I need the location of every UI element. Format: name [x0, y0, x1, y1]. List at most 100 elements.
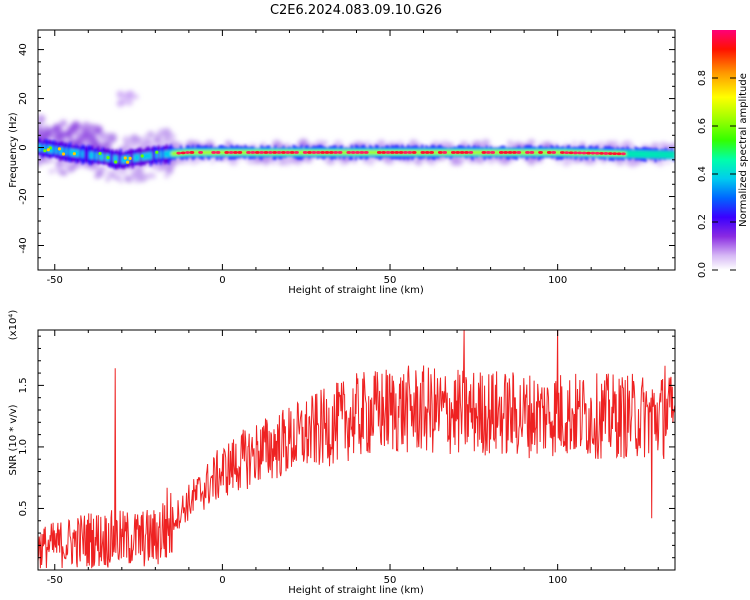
spectrogram-peak — [263, 151, 269, 154]
spectrogram-core-strip — [656, 150, 659, 159]
snr-xlabel: Height of straight line (km) — [288, 585, 424, 596]
spectrogram-peak — [224, 151, 230, 154]
spectrogram-noise-dot — [79, 125, 85, 131]
spectrogram-core-strip — [638, 150, 641, 158]
spectrogram-core-strip — [662, 150, 665, 159]
spectrogram-inner-strip — [533, 150, 536, 155]
spectrogram-core-strip — [133, 154, 136, 162]
spectrogram-halo-dot — [330, 158, 336, 164]
spectrogram-peak — [272, 151, 278, 154]
spectrogram-inner-strip — [416, 150, 419, 155]
spectrogram-band-strip — [109, 150, 112, 168]
spectrogram-band-strip — [41, 141, 44, 159]
spectrogram-core-strip — [646, 150, 649, 158]
spectrogram-bright-dot — [43, 149, 47, 153]
spectrogram-band-strip — [57, 142, 60, 159]
spectrogram-core-strip — [77, 150, 80, 157]
spectrogram-inner-strip — [342, 150, 345, 155]
spectrogram-xtick-label: 100 — [548, 275, 567, 286]
spectrogram-core-strip — [147, 152, 150, 160]
spectrogram-side-blob — [129, 93, 135, 100]
spectrogram-core-strip — [159, 151, 162, 158]
spectrogram-peak — [294, 151, 299, 154]
spectrogram-inner-strip — [474, 150, 478, 155]
spectrogram-peak — [381, 151, 387, 154]
spectrogram-bright-dot — [61, 152, 66, 156]
spectrogram-core-strip — [113, 155, 116, 163]
spectrogram-peak — [324, 151, 330, 154]
spectrogram-core-strip — [95, 152, 98, 160]
spectrogram-core-strip — [101, 153, 104, 161]
spectrogram-halo-dot — [635, 158, 642, 165]
spectrogram-ytick-label: -20 — [18, 188, 29, 204]
spectrogram-halo-dot — [655, 143, 660, 148]
spectrogram-peak — [250, 151, 256, 154]
spectrogram-ytick-label: 40 — [18, 43, 29, 56]
spectrogram-inner-strip — [370, 150, 373, 155]
spectrogram-peak — [503, 151, 509, 154]
spectrogram-halo-dot — [571, 140, 578, 147]
spectrogram-core-strip — [91, 152, 94, 159]
spectrogram-core-strip — [51, 146, 54, 154]
spectrogram-peak — [333, 151, 339, 154]
spectrogram-peak — [468, 151, 474, 154]
spectrogram-peak — [254, 151, 260, 154]
spectrogram-peak — [590, 151, 596, 155]
spectrogram-noise-dot — [93, 140, 100, 148]
spectrogram-halo-dot — [210, 160, 215, 165]
spectrogram-bright-dot — [140, 154, 144, 158]
spectrogram-halo-dot — [556, 160, 561, 165]
spectrogram-inner-strip — [472, 150, 476, 155]
spectrogram-inner-strip — [221, 150, 224, 155]
spectrogram-peak — [538, 151, 543, 154]
spectrogram-core-strip — [668, 151, 671, 159]
spectrogram-side-blob — [116, 90, 125, 99]
spectrogram-band-strip — [53, 140, 56, 158]
spectrogram-peak — [599, 151, 604, 155]
spectrogram-noise-dot — [92, 130, 97, 136]
spectrogram-core-strip — [99, 153, 102, 161]
spectrogram-bright-dot — [114, 160, 118, 164]
spectrogram-peak — [607, 152, 613, 155]
snr-ytick-label: 1.5 — [18, 377, 29, 393]
spectrogram-band-strip — [67, 144, 70, 162]
spectrogram-core-strip — [654, 150, 657, 159]
spectrogram-peak — [586, 151, 591, 155]
spectrogram-inner-strip — [555, 150, 558, 155]
spectrogram-core-strip — [55, 146, 58, 154]
snr-series-line — [38, 330, 675, 569]
colorbar-tick-label: 0.0 — [697, 262, 708, 278]
colorbar-tick-label: 0.8 — [697, 70, 708, 86]
spectrogram-side-blob — [119, 99, 124, 104]
spectrogram-halo-dot — [48, 168, 55, 175]
spectrogram-peak — [424, 151, 430, 154]
spectrogram-core-strip — [135, 154, 138, 162]
spectrogram-halo-dot — [388, 157, 396, 164]
spectrogram-peak — [568, 151, 574, 155]
spectrogram-halo-dot — [507, 140, 513, 146]
spectrogram-inner-strip — [478, 150, 482, 155]
spectrogram-core-strip — [640, 150, 643, 158]
spectrogram-inner-strip — [535, 150, 538, 155]
spectrogram-peak — [616, 152, 622, 156]
colorbar: 0.0 0.2 0.4 0.6 0.8 Normalized spectral ampl… — [697, 30, 749, 278]
spectrogram-core-strip — [155, 151, 158, 159]
spectrogram-peak — [215, 151, 221, 154]
spectrogram-peak — [464, 151, 469, 154]
spectrogram-peak — [407, 151, 413, 154]
spectrogram-peak — [485, 151, 491, 154]
colorbar-label: Normalized spectral amplitude — [738, 73, 749, 227]
spectrogram-halo-dot — [165, 166, 174, 175]
spectrogram-noise-dot — [38, 114, 46, 124]
spectrogram-halo-dot — [150, 173, 157, 180]
spectrogram-peak — [403, 151, 408, 154]
spectrogram-peak — [276, 151, 282, 154]
spectrogram-noise-dot — [74, 130, 81, 138]
spectrogram-bright-dot — [155, 150, 159, 154]
spectrogram-inner-strip — [219, 150, 222, 155]
figure-title: C2E6.2024.083.09.10.G26 — [270, 3, 442, 18]
spectrogram-core-strip — [125, 155, 128, 163]
spectrogram-peak — [281, 151, 286, 154]
spectrogram-noise-dot — [78, 135, 84, 142]
spectrogram-inner-strip — [545, 150, 548, 155]
